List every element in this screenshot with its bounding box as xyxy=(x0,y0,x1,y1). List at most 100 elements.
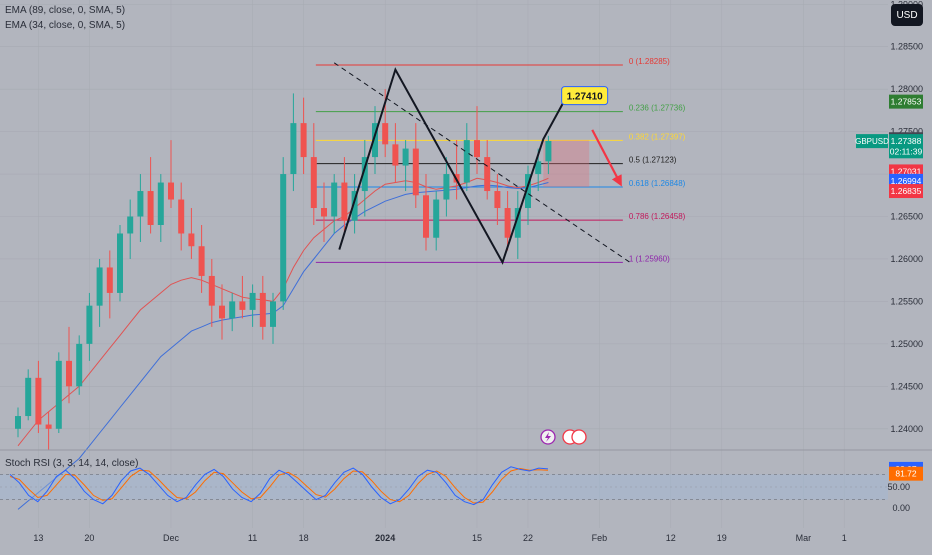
candle-body xyxy=(147,191,154,225)
price-tick-label: 1.27500 xyxy=(890,127,923,137)
fib-label-0.236: 0.236 (1.27736) xyxy=(629,104,686,113)
candle-body xyxy=(310,157,317,209)
candle-body xyxy=(372,123,378,158)
time-tick-label: 15 xyxy=(472,533,482,543)
candle-body xyxy=(514,208,521,238)
price-tick-label: 1.24500 xyxy=(890,381,923,391)
fib-label-0.786: 0.786 (1.26458) xyxy=(629,212,686,221)
time-tick-label: 18 xyxy=(299,533,309,543)
candle-body xyxy=(474,140,480,158)
candle-body xyxy=(484,157,491,192)
price-tag-value: 1.26994 xyxy=(891,176,922,186)
candle-body xyxy=(361,157,368,192)
candle-body xyxy=(259,292,266,327)
candle-body xyxy=(463,140,470,183)
stoch-tag xyxy=(889,466,923,481)
candle-body xyxy=(494,191,501,209)
fib-label-0: 0 (1.28285) xyxy=(629,57,670,66)
candle-body xyxy=(412,148,419,196)
candle-body xyxy=(188,233,195,247)
fib-label-0.382: 0.382 (1.27397) xyxy=(629,132,686,141)
event-icons[interactable] xyxy=(540,429,587,445)
fibonacci-retracement[interactable]: 0 (1.28285) 0.236 (1.27736) 0.382 (1.27397… xyxy=(315,57,686,263)
price-tick-label: 1.25000 xyxy=(890,339,923,349)
zigzag-pattern[interactable] xyxy=(338,67,565,265)
candle-body xyxy=(290,123,297,175)
candle-body xyxy=(535,161,542,175)
time-tick-label: 12 xyxy=(666,533,676,543)
time-tick-label: 1 xyxy=(842,533,847,543)
candle-body xyxy=(239,301,246,310)
time-axis[interactable]: 13 20 Dec 11 18 2024 15 22 Feb 12 19 Mar 1 xyxy=(33,533,846,543)
candle-body xyxy=(443,174,450,200)
candle-body xyxy=(96,267,103,306)
time-tick-label: 22 xyxy=(523,533,533,543)
candle-body xyxy=(300,123,307,158)
candle-body xyxy=(423,195,429,238)
stoch-tag-value: 81.72 xyxy=(895,469,917,479)
dashed-trendline[interactable] xyxy=(333,62,631,263)
price-tag-value: 02:11:39 xyxy=(890,146,923,156)
candle-body xyxy=(545,140,552,162)
fib-label-0.618: 0.618 (1.26848) xyxy=(629,179,686,188)
candle-body xyxy=(86,305,93,344)
price-tag xyxy=(889,184,923,199)
stoch-rsi-pane xyxy=(0,466,888,506)
fib-label-1: 1 (1.25960) xyxy=(629,254,670,263)
time-tick-label: 2024 xyxy=(375,533,395,543)
currency-button[interactable]: USD xyxy=(891,4,923,26)
candle-body xyxy=(270,301,276,327)
legend-ema-slow[interactable]: EMA (89, close, 0, SMA, 5) xyxy=(5,5,126,16)
price-tag xyxy=(889,94,923,109)
candle-body xyxy=(55,360,62,429)
candle-body xyxy=(76,343,83,387)
candle-body xyxy=(321,208,327,217)
time-tick-label: Feb xyxy=(592,533,608,543)
legend-ema-fast[interactable]: EMA (34, close, 0, SMA, 5) xyxy=(5,20,126,31)
price-tick-label: 1.25500 xyxy=(890,296,923,306)
target-label-text: 1.27410 xyxy=(567,92,604,103)
us-flag-icon[interactable] xyxy=(571,429,587,445)
time-tick-label: 19 xyxy=(717,533,727,543)
stoch-d-line xyxy=(9,467,549,504)
candle-body xyxy=(157,182,164,225)
time-tick-label: 20 xyxy=(84,533,94,543)
candle-body xyxy=(178,199,185,234)
time-tick-label: 13 xyxy=(33,533,43,543)
time-tick-label: Dec xyxy=(163,533,180,543)
stoch-band xyxy=(0,474,888,500)
candle-body xyxy=(35,377,42,425)
candle-body xyxy=(117,233,123,293)
price-axis[interactable]: 1.24000 1.24500 1.25000 1.25500 1.26000 1.265… xyxy=(887,0,923,513)
price-tag-value: 1.26835 xyxy=(891,186,922,196)
price-tags: 1.278531.274101.27388GBPUSD02:11:391.270… xyxy=(855,94,923,481)
price-tag xyxy=(889,144,923,159)
symbol-tag xyxy=(856,134,888,149)
candle-body xyxy=(15,416,21,429)
candle-body xyxy=(280,174,287,302)
price-tag-value: 1.27388 xyxy=(891,136,922,146)
candle-body xyxy=(168,182,174,200)
pattern-drawing[interactable]: 1.27410 xyxy=(333,62,631,265)
candle-body xyxy=(137,191,144,217)
candle-body xyxy=(341,182,348,221)
price-tick-label: 1.28000 xyxy=(890,84,923,94)
candle-body xyxy=(198,246,205,276)
candle-body xyxy=(66,360,72,387)
projection-arrow[interactable] xyxy=(591,129,622,187)
candle-body xyxy=(249,292,256,310)
price-tick-label: 1.26500 xyxy=(890,212,923,222)
target-label-box[interactable] xyxy=(561,86,609,106)
time-tick-label: 11 xyxy=(248,533,257,543)
candle-body xyxy=(229,301,236,319)
time-tick-label: Mar xyxy=(796,533,812,543)
candle-body xyxy=(402,148,409,166)
candles xyxy=(15,89,552,450)
legend-stoch-rsi[interactable]: Stoch RSI (3, 3, 14, 14, close) xyxy=(5,458,139,469)
candle-body xyxy=(106,267,113,293)
candle-body xyxy=(351,191,358,221)
lightning-glyph xyxy=(545,432,551,442)
candle-body xyxy=(45,424,52,429)
